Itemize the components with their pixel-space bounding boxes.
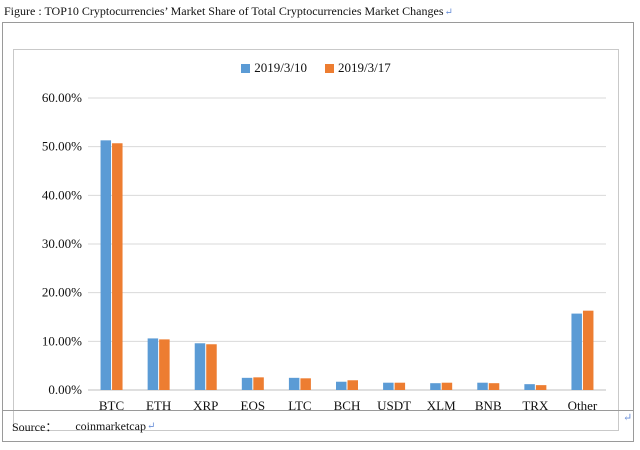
legend-label-series-2: 2019/3/17 xyxy=(338,60,391,75)
bar-eos-series-2 xyxy=(253,377,264,390)
y-tick-label: 0.00% xyxy=(48,382,82,397)
x-tick-label: ETH xyxy=(146,398,171,413)
x-tick-label: XRP xyxy=(193,398,218,413)
x-tick-label: LTC xyxy=(288,398,311,413)
bar-xlm-series-1 xyxy=(430,383,441,390)
paragraph-mark-icon: ↵ xyxy=(146,421,156,432)
y-tick-label: 50.00% xyxy=(42,139,82,154)
x-tick-label: BCH xyxy=(334,398,361,413)
bar-bch-series-2 xyxy=(347,380,358,390)
x-tick-label: Other xyxy=(568,398,598,413)
bar-bch-series-1 xyxy=(336,381,347,390)
bar-chart: 0.00% 10.00% 20.00% 30.00% 40.00% 50.00% 60.00… xyxy=(42,90,606,413)
legend-swatch-series-1 xyxy=(241,63,251,73)
x-tick-label: EOS xyxy=(241,398,266,413)
source-label: Source： xyxy=(12,420,58,434)
x-tick-label: USDT xyxy=(377,398,411,413)
x-tick-label: BNB xyxy=(475,398,502,413)
bar-xrp-series-2 xyxy=(206,344,217,390)
paragraph-mark-icon: ↵ xyxy=(444,7,453,18)
bar-other-series-2 xyxy=(582,310,594,390)
y-tick-label: 30.00% xyxy=(42,236,82,251)
bar-ltc-series-1 xyxy=(288,377,300,390)
figure-frame: 2019/3/10 2019/3/17 0.00% 10.00% 20.00% 30.… xyxy=(2,22,634,442)
bar-xlm-series-2 xyxy=(441,382,453,390)
x-tick-label: XLM xyxy=(427,398,456,413)
y-tick-label: 60.00% xyxy=(42,90,82,105)
y-tick-label: 20.00% xyxy=(42,285,82,300)
bar-usdt-series-2 xyxy=(394,382,406,390)
legend-item-series-2: 2019/3/17 xyxy=(325,60,391,76)
x-tick-label: TRX xyxy=(522,398,549,413)
chart-legend: 2019/3/10 2019/3/17 xyxy=(14,60,618,76)
bar-eos-series-1 xyxy=(241,377,253,390)
x-tick-label: BTC xyxy=(99,398,124,413)
legend-item-series-1: 2019/3/10 xyxy=(241,60,307,76)
bar-other-series-1 xyxy=(571,313,582,390)
figure-caption: Figure : TOP10 Cryptocurrencies’ Market … xyxy=(4,4,453,19)
bar-ltc-series-2 xyxy=(300,378,311,390)
paragraph-mark-icon: ↵ xyxy=(623,412,633,424)
bar-xrp-series-1 xyxy=(194,343,206,390)
y-tick-label: 40.00% xyxy=(42,187,82,202)
bar-btc-series-2 xyxy=(112,143,123,390)
bar-eth-series-2 xyxy=(159,339,170,390)
y-tick-label: 10.00% xyxy=(42,333,82,348)
bar-trx-series-1 xyxy=(524,384,535,390)
chart-area: 2019/3/10 2019/3/17 0.00% 10.00% 20.00% 30.… xyxy=(13,49,619,431)
bar-usdt-series-1 xyxy=(383,382,394,390)
legend-label-series-1: 2019/3/10 xyxy=(254,60,307,75)
caption-text: Figure : TOP10 Cryptocurrencies’ Market … xyxy=(4,4,444,18)
bar-btc-series-1 xyxy=(100,140,112,390)
bar-bnb-series-2 xyxy=(488,383,500,390)
source-line: Source： coinmarketcap ↵ xyxy=(2,410,634,442)
bar-trx-series-2 xyxy=(535,385,547,390)
legend-swatch-series-2 xyxy=(325,63,334,73)
source-value: coinmarketcap xyxy=(75,419,146,433)
bar-bnb-series-1 xyxy=(477,382,488,390)
bar-eth-series-1 xyxy=(147,338,159,390)
